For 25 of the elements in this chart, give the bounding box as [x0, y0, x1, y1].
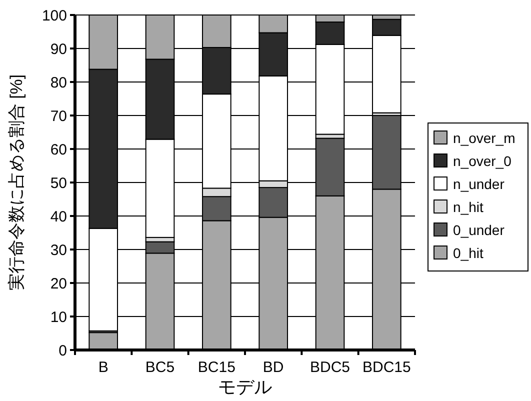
y-tick-label: 40: [50, 208, 67, 226]
y-tick-label: 80: [50, 74, 67, 92]
y-tick-label: 90: [50, 40, 67, 58]
x-tick-label: BD: [262, 359, 284, 376]
y-tick-label: 30: [50, 242, 67, 259]
legend-label: n_hit: [453, 198, 484, 215]
legend-label: n_over_0: [453, 152, 512, 169]
x-tick-label: BC15: [198, 359, 236, 376]
legend-label: n_over_m: [453, 130, 516, 146]
y-tick-label: 60: [50, 141, 67, 158]
y-tick-label: 100: [42, 7, 67, 24]
x-tick-label: B: [98, 359, 108, 376]
y-tick-label: 0: [58, 342, 67, 360]
x-axis-title: モデル: [218, 377, 272, 397]
y-axis-title: 実行命令数に占める割合 [%]: [7, 74, 26, 291]
legend-label: 0_hit: [453, 244, 484, 261]
x-tick-label: BDC15: [362, 359, 411, 376]
y-tick-label: 10: [50, 308, 67, 326]
legend-label: n_under: [453, 176, 505, 192]
x-tick-label: BC5: [145, 359, 175, 376]
y-tick-label: 20: [50, 275, 67, 292]
y-tick-label: 50: [50, 174, 67, 192]
legend-label: 0_under: [453, 222, 505, 238]
y-tick-label: 70: [50, 108, 67, 125]
x-tick-label: BDC5: [310, 359, 350, 376]
